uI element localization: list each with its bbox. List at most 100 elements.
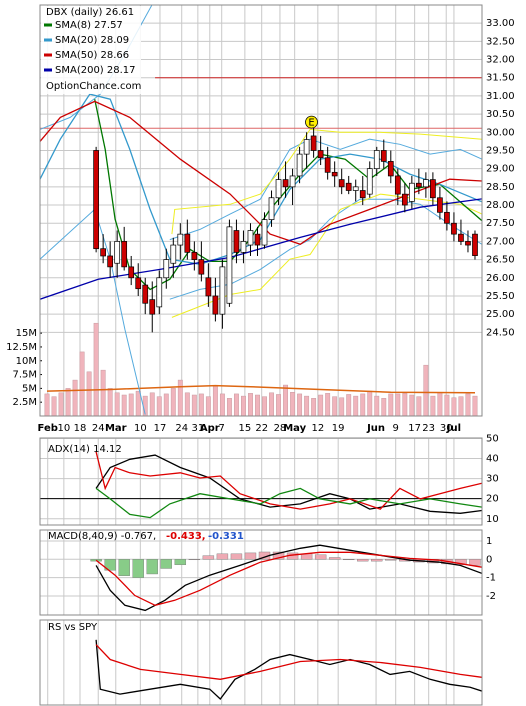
histogram-bar (455, 559, 467, 566)
panel-border (39, 4, 483, 417)
y-tick-label: 31.50 (486, 73, 515, 84)
line-series (95, 644, 482, 680)
candle-body (212, 295, 219, 315)
candle-body (170, 244, 177, 264)
histogram-bar (174, 559, 187, 566)
candle-body (458, 233, 464, 242)
x-tick-label: Mar (105, 423, 127, 434)
candle-body (233, 230, 240, 253)
panel-border (39, 437, 483, 526)
adx-title: ADX(14) 14.12 (48, 444, 122, 455)
event-label: E (308, 118, 314, 129)
histogram-bar (244, 552, 257, 560)
histogram-bar (230, 553, 243, 560)
candle-body (93, 150, 99, 250)
candle-body (254, 233, 261, 246)
y-tick-label: 1 (486, 536, 492, 547)
y-tick-label: 27.50 (486, 218, 515, 229)
candle-body (191, 251, 198, 260)
chart-title: DBX (daily) 26.61 (46, 7, 134, 18)
volume-bar (184, 392, 190, 416)
volume-tick-label: 5M (22, 383, 37, 394)
candle-body (408, 182, 415, 202)
candle-body (240, 241, 247, 253)
candle-body (275, 179, 282, 199)
x-tick-label: 18 (74, 423, 87, 434)
candle-body (184, 233, 191, 253)
candle-body (100, 248, 106, 257)
volume-bar (332, 396, 338, 416)
histogram-bar (146, 559, 158, 575)
candle-body (135, 277, 142, 290)
y-tick-label: 31.00 (486, 91, 515, 102)
x-tick-label: 30 (440, 423, 453, 434)
volume-bar (72, 379, 78, 416)
volume-bar (339, 397, 345, 416)
volume-bar (177, 379, 183, 416)
y-tick-label: 33.00 (486, 18, 515, 29)
volume-bar (444, 394, 450, 416)
overlay-layer: DBX (daily) 26.61 OptionChance.com ADX(1… (6, 6, 515, 633)
volume-bar (276, 394, 281, 416)
histogram-bar (357, 559, 369, 562)
x-tick-label: 19 (332, 423, 345, 434)
volume-bar (114, 392, 120, 416)
x-tick-label: 22 (255, 423, 268, 434)
volume-bar (255, 394, 260, 416)
y-tick-label: 29.00 (486, 164, 515, 175)
volume-bar (325, 393, 331, 416)
histogram-bar (342, 559, 355, 561)
x-tick-label: 31 (191, 423, 204, 434)
y-tick-label: 26.50 (486, 255, 515, 266)
volume-bar (121, 394, 127, 416)
candle-body (261, 219, 268, 246)
y-tick-label: -2 (486, 591, 496, 602)
y-tick-label: 50 (486, 433, 499, 444)
panel (40, 530, 482, 615)
candle-body (352, 186, 359, 191)
candle-body (310, 135, 317, 151)
y-tick-label: -1 (486, 573, 496, 584)
event-marker (305, 115, 318, 129)
volume-bar (107, 388, 113, 416)
macd-histogram-label: -0.331 (208, 531, 244, 542)
candle-body (359, 190, 366, 199)
candle-body (247, 230, 254, 246)
candle-body (289, 175, 296, 188)
panel-border (39, 619, 483, 706)
candle-body (394, 175, 401, 195)
candle-body (156, 277, 163, 308)
histogram-bar (469, 559, 481, 566)
y-tick-label: 32.50 (486, 36, 515, 47)
volume-bar (241, 395, 246, 416)
volume-bar (388, 393, 394, 416)
volume-bar (100, 369, 106, 416)
histogram-bar (216, 553, 229, 560)
line-series (40, 198, 482, 300)
candle-body (296, 153, 303, 177)
volume-bar (269, 392, 274, 416)
candle-body (331, 171, 338, 177)
volume-bar (458, 396, 464, 416)
candle-body (423, 179, 429, 188)
y-tick-label: 30 (486, 474, 499, 485)
y-tick-label: 27.00 (486, 236, 515, 247)
legend-label: SMA(200) 28.17 (55, 65, 136, 76)
line-series (171, 128, 482, 235)
histogram-bar (272, 551, 285, 560)
candle-body (338, 179, 345, 188)
x-tick-label: 17 (408, 423, 421, 434)
x-tick-label: Jun (366, 423, 385, 434)
y-tick-label: 28.50 (486, 182, 515, 193)
volume-bar (318, 394, 324, 416)
candle-body (345, 182, 352, 191)
x-tick-label: 24 (175, 423, 188, 434)
volume-bar (416, 396, 422, 416)
candle-body (416, 182, 422, 188)
y-tick-label: 0 (486, 554, 492, 565)
watermark: OptionChance.com (46, 81, 141, 92)
volume-bar (79, 351, 85, 416)
x-tick-label: 15 (238, 423, 251, 434)
